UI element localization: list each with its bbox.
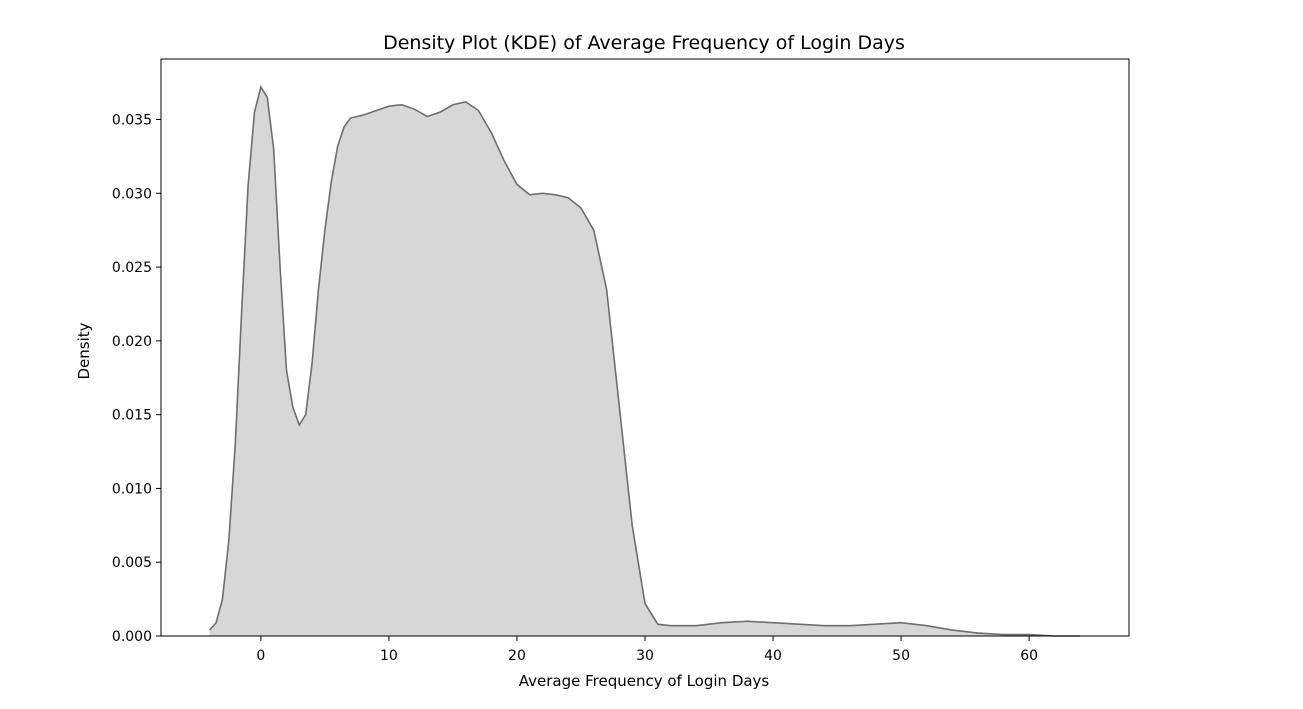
- x-tick-label: 60: [1020, 648, 1038, 664]
- y-tick-label: 0.020: [112, 334, 152, 350]
- y-tick-label: 0.030: [112, 186, 152, 202]
- y-tick-label: 0.000: [112, 629, 152, 645]
- x-axis-label: Average Frequency of Login Days: [519, 672, 770, 690]
- y-tick-label: 0.015: [112, 408, 152, 424]
- y-tick-label: 0.005: [112, 555, 152, 571]
- x-axis-ticks: 0 10 20 30 40 50 60: [256, 636, 1038, 664]
- x-tick-label: 40: [764, 648, 782, 664]
- y-tick-label: 0.025: [112, 260, 152, 276]
- x-tick-label: 30: [636, 648, 654, 664]
- density-line: [209, 85, 1081, 637]
- density-area: [209, 87, 1081, 637]
- x-tick-label: 10: [380, 648, 398, 664]
- plot-area: [209, 85, 1081, 637]
- y-tick-label: 0.010: [112, 481, 152, 497]
- chart-title: Density Plot (KDE) of Average Frequency …: [383, 32, 905, 54]
- y-axis-label: Density: [75, 322, 93, 379]
- x-tick-label: 50: [892, 648, 910, 664]
- x-tick-label: 0: [256, 648, 265, 664]
- y-axis-ticks: 0.000 0.005 0.010 0.015 0.020 0.025 0.030 0.035: [112, 113, 161, 645]
- x-tick-label: 20: [508, 648, 526, 664]
- y-tick-label: 0.035: [112, 113, 152, 129]
